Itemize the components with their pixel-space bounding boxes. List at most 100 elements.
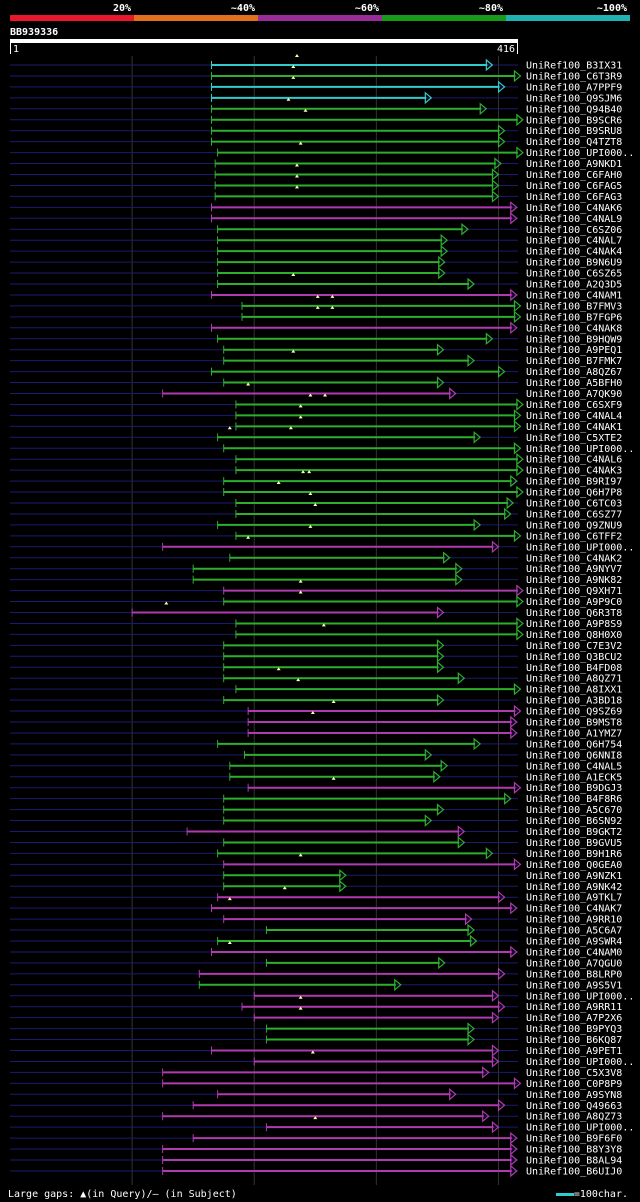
hit-label: UniRef100_UPI000.. — [526, 444, 634, 455]
hit-end-arrow — [457, 825, 466, 838]
hit-label: UniRef100_C0P8P9 — [526, 1079, 622, 1090]
hit-label: UniRef100_B9GVU5 — [526, 838, 622, 849]
gap-marker — [298, 590, 303, 594]
hit-label: UniRef100_C6SXF9 — [526, 400, 622, 411]
hit-end-arrow — [455, 573, 463, 586]
hit-end-arrow — [491, 168, 500, 181]
hit-label: UniRef100_B4FD08 — [526, 663, 622, 674]
gap-marker — [294, 174, 299, 178]
hit-label: UniRef100_C4NAL7 — [526, 236, 622, 247]
hit-label: UniRef100_B6SN92 — [526, 816, 622, 827]
hit-end-arrow — [513, 409, 522, 422]
hit-label: UniRef100_C4NAL5 — [526, 761, 622, 772]
hit-label: UniRef100_A9NK82 — [526, 575, 622, 586]
scale-legend: =100char. — [555, 1189, 628, 1200]
hit-label: UniRef100_A2Q3D5 — [526, 280, 622, 291]
hit-label: UniRef100_C4NAK8 — [526, 323, 622, 334]
hit-end-arrow — [513, 420, 522, 433]
hit-label: UniRef100_A8QZ67 — [526, 367, 622, 378]
hit-end-arrow — [473, 737, 482, 751]
hit-label: UniRef100_A8IXX1 — [526, 685, 622, 696]
hit-label: UniRef100_B7FGP6 — [526, 312, 622, 323]
hit-end-arrow — [485, 847, 494, 860]
identity-band-5 — [506, 15, 630, 21]
hit-end-arrow — [510, 1153, 518, 1167]
identity-band-3 — [258, 15, 382, 21]
hit-end-arrow — [469, 934, 478, 948]
hit-end-arrow — [491, 1055, 500, 1068]
hit-end-arrow — [491, 1011, 500, 1024]
hit-label: UniRef100_C4NAK3 — [526, 466, 622, 477]
hit-label: UniRef100_B9DGJ3 — [526, 783, 622, 794]
identity-band-4 — [382, 15, 506, 21]
hit-label: UniRef100_UPI000.. — [526, 542, 634, 553]
identity-band-1 — [10, 15, 134, 21]
footer-text: Large gaps: ▲(in Query)/— (in Subject) — [8, 1189, 237, 1200]
hit-label: UniRef100_B6KQ87 — [526, 1035, 622, 1046]
hit-end-arrow — [513, 682, 522, 696]
hit-end-arrow — [482, 1109, 490, 1123]
hit-label: UniRef100_Q0GEA0 — [526, 860, 622, 871]
hit-label: UniRef100_B9SCR6 — [526, 115, 622, 126]
hit-label: UniRef100_A1YMZ7 — [526, 728, 622, 739]
hit-end-arrow — [516, 398, 524, 411]
hit-label: UniRef100_A9P9C0 — [526, 597, 622, 608]
hit-end-arrow — [497, 890, 506, 904]
hit-label: UniRef100_A9PET1 — [526, 1046, 622, 1057]
hit-end-arrow — [479, 102, 488, 116]
hit-label: UniRef100_A7QK90 — [526, 389, 622, 400]
gap-marker — [298, 579, 303, 583]
hit-end-arrow — [513, 858, 522, 871]
gap-marker — [227, 426, 232, 430]
hit-label: UniRef100_B9GKT2 — [526, 827, 622, 838]
gap-marker — [308, 393, 313, 397]
footer-gap-legend: Large gaps: ▲(in Query)/— (in Subject) — [8, 1189, 237, 1200]
hit-label: UniRef100_C7E3V2 — [526, 641, 622, 652]
hit-end-arrow — [516, 463, 524, 477]
hit-label: UniRef100_UPI000.. — [526, 1057, 634, 1068]
hit-end-arrow — [491, 1120, 500, 1134]
gap-marker — [313, 1116, 318, 1120]
hit-end-arrow — [513, 781, 522, 794]
hit-end-arrow — [436, 376, 445, 389]
hit-end-arrow — [339, 869, 347, 882]
hit-end-arrow — [467, 1033, 475, 1046]
hit-label: UniRef100_C6SZ65 — [526, 269, 622, 280]
hit-label: UniRef100_C4NAK1 — [526, 422, 622, 433]
hit-label: UniRef100_A1ECK5 — [526, 772, 622, 783]
gap-marker — [331, 700, 336, 704]
gap-marker — [298, 415, 303, 419]
hit-label: UniRef100_UPI000.. — [526, 1123, 634, 1134]
gap-marker — [291, 64, 296, 68]
hit-label: UniRef100_Q94B40 — [526, 104, 622, 115]
hit-end-arrow — [513, 310, 522, 324]
gap-marker — [315, 294, 320, 298]
gap-marker — [307, 470, 312, 474]
hit-label: UniRef100_Q9SJM6 — [526, 93, 622, 104]
hit-label: UniRef100_C4NAL6 — [526, 455, 622, 466]
hit-label: UniRef100_Q4TZT8 — [526, 137, 622, 148]
gap-marker — [276, 481, 281, 485]
hit-label: UniRef100_Q9ZNU9 — [526, 520, 622, 531]
hit-end-arrow — [339, 879, 347, 893]
hit-label: UniRef100_Q6NNI8 — [526, 750, 622, 761]
gap-marker — [164, 601, 169, 605]
hit-end-arrow — [436, 693, 445, 707]
hit-label: UniRef100_C4NAM1 — [526, 290, 622, 301]
hit-label: UniRef100_C5X3V8 — [526, 1068, 622, 1079]
hit-label: UniRef100_A8QZ73 — [526, 1112, 622, 1123]
scale-bar-icon — [555, 1192, 574, 1196]
gap-marker — [291, 349, 296, 353]
hit-end-arrow — [455, 562, 463, 575]
hit-end-arrow — [513, 704, 522, 718]
hit-label: UniRef100_Q8H0X0 — [526, 630, 622, 641]
hit-label: UniRef100_A9TKL7 — [526, 893, 622, 904]
hit-label: UniRef100_Q9XH71 — [526, 586, 622, 597]
hit-end-arrow — [516, 113, 524, 127]
hit-end-arrow — [436, 660, 445, 674]
gap-marker — [298, 995, 303, 999]
hit-label: UniRef100_A9SWR4 — [526, 937, 622, 948]
hit-label: UniRef100_Q6H754 — [526, 739, 622, 750]
hit-label: UniRef100_C4NAK6 — [526, 203, 622, 214]
